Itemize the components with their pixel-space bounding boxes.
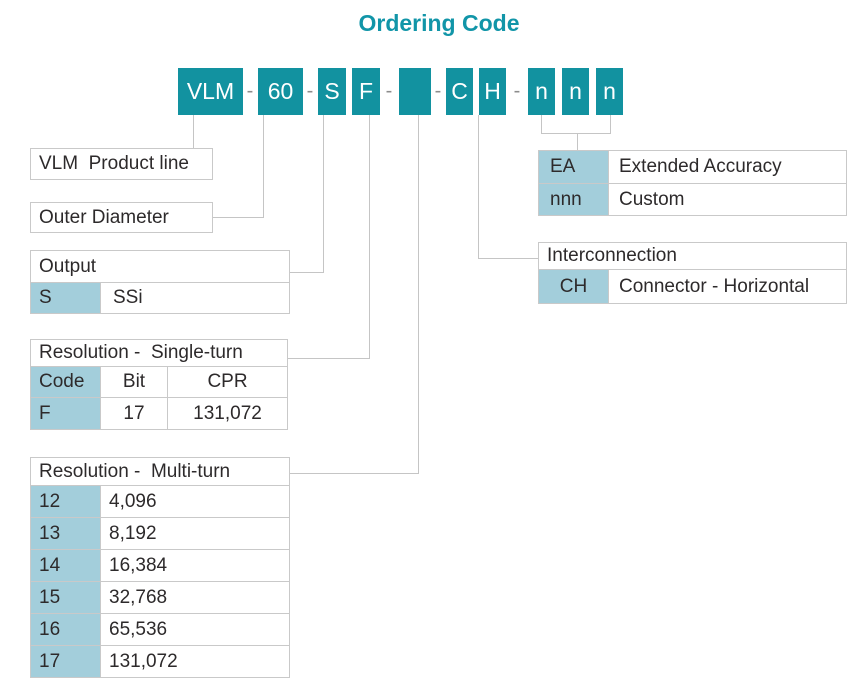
code-box-custom-n3: n bbox=[596, 68, 623, 115]
multi-turn-code-cell: 17 bbox=[31, 646, 101, 677]
column-header-bit: Bit bbox=[101, 367, 168, 397]
accuracy-table: EA Extended Accuracy nnn Custom bbox=[538, 150, 847, 216]
dash-separator: - bbox=[434, 80, 442, 102]
code-box-interconnection-c: C bbox=[446, 68, 473, 115]
connector-line bbox=[193, 115, 194, 149]
table-row: 15 32,768 bbox=[31, 581, 289, 613]
output-code-cell: S bbox=[31, 283, 101, 313]
multi-turn-value-cell: 131,072 bbox=[109, 650, 178, 672]
interconnection-desc-cell: Connector - Horizontal bbox=[619, 275, 810, 297]
output-table-title: Output bbox=[39, 255, 97, 277]
column-header-code: Code bbox=[31, 367, 101, 397]
multi-turn-value-cell: 16,384 bbox=[109, 554, 168, 576]
interconnection-table-title: Interconnection bbox=[547, 245, 677, 266]
connector-line bbox=[323, 115, 324, 273]
product-line-label: VLM Product line bbox=[30, 148, 213, 180]
connector-line bbox=[577, 133, 578, 150]
connector-line bbox=[288, 358, 370, 359]
code-box-multi-turn-blank bbox=[399, 68, 431, 115]
accuracy-code-cell: EA bbox=[539, 151, 609, 183]
multi-turn-value-cell: 32,768 bbox=[109, 586, 168, 608]
outer-diameter-label: Outer Diameter bbox=[30, 202, 213, 233]
single-turn-bit-cell: 17 bbox=[101, 398, 168, 429]
single-turn-table: Resolution - Single-turn Code Bit CPR F … bbox=[30, 339, 288, 430]
connector-line bbox=[541, 133, 611, 134]
table-row: 13 8,192 bbox=[31, 517, 289, 549]
interconnection-table: Interconnection CH Connector - Horizonta… bbox=[538, 242, 847, 304]
table-row: 12 4,096 bbox=[31, 485, 289, 517]
connector-line bbox=[541, 115, 542, 134]
multi-turn-table: Resolution - Multi-turn 12 4,096 13 8,19… bbox=[30, 457, 290, 678]
connector-line bbox=[263, 115, 264, 218]
table-row: 17 131,072 bbox=[31, 645, 289, 677]
output-desc-cell: SSi bbox=[113, 287, 143, 308]
table-row: F 17 131,072 bbox=[31, 397, 287, 429]
table-row: 14 16,384 bbox=[31, 549, 289, 581]
connector-line bbox=[290, 272, 324, 273]
multi-turn-value-cell: 8,192 bbox=[109, 522, 157, 544]
code-box-output: S bbox=[318, 68, 346, 115]
multi-turn-value-cell: 4,096 bbox=[109, 490, 157, 512]
multi-turn-code-cell: 13 bbox=[31, 518, 101, 549]
connector-line bbox=[610, 115, 611, 134]
code-box-interconnection-h: H bbox=[479, 68, 506, 115]
multi-turn-value-cell: 65,536 bbox=[109, 618, 168, 640]
accuracy-code-cell: nnn bbox=[539, 184, 609, 215]
multi-turn-code-cell: 12 bbox=[31, 486, 101, 517]
code-box-custom-n2: n bbox=[562, 68, 589, 115]
output-table: Output S SSi bbox=[30, 250, 290, 314]
multi-turn-table-title: Resolution - Multi-turn bbox=[39, 460, 231, 482]
code-box-custom-n1: n bbox=[528, 68, 555, 115]
interconnection-code-cell: CH bbox=[539, 270, 609, 303]
code-box-single-turn: F bbox=[352, 68, 380, 115]
table-row: 16 65,536 bbox=[31, 613, 289, 645]
multi-turn-code-cell: 15 bbox=[31, 582, 101, 613]
connector-line bbox=[369, 115, 370, 359]
multi-turn-code-cell: 16 bbox=[31, 614, 101, 645]
dash-separator: - bbox=[306, 80, 314, 102]
code-box-product-line: VLM bbox=[178, 68, 243, 115]
dash-separator: - bbox=[513, 80, 521, 102]
multi-turn-code-cell: 14 bbox=[31, 550, 101, 581]
table-row: CH Connector - Horizontal bbox=[539, 269, 846, 303]
page-title: Ordering Code bbox=[358, 10, 520, 36]
dash-separator: - bbox=[385, 80, 393, 102]
accuracy-desc-cell: Extended Accuracy bbox=[619, 156, 782, 177]
table-row: S SSi bbox=[31, 282, 289, 313]
connector-line bbox=[478, 258, 538, 259]
single-turn-code-cell: F bbox=[31, 398, 101, 429]
table-row: EA Extended Accuracy bbox=[539, 151, 846, 183]
code-box-outer-diameter: 60 bbox=[258, 68, 303, 115]
table-header-row: Code Bit CPR bbox=[31, 366, 287, 397]
dash-separator: - bbox=[246, 80, 254, 102]
connector-line bbox=[290, 473, 419, 474]
single-turn-cpr-cell: 131,072 bbox=[193, 402, 262, 424]
connector-line bbox=[418, 115, 419, 474]
single-turn-table-title: Resolution - Single-turn bbox=[39, 342, 243, 363]
connector-line bbox=[478, 115, 479, 259]
accuracy-desc-cell: Custom bbox=[619, 188, 685, 210]
column-header-cpr: CPR bbox=[207, 371, 248, 392]
connector-line bbox=[213, 217, 264, 218]
table-row: nnn Custom bbox=[539, 183, 846, 215]
